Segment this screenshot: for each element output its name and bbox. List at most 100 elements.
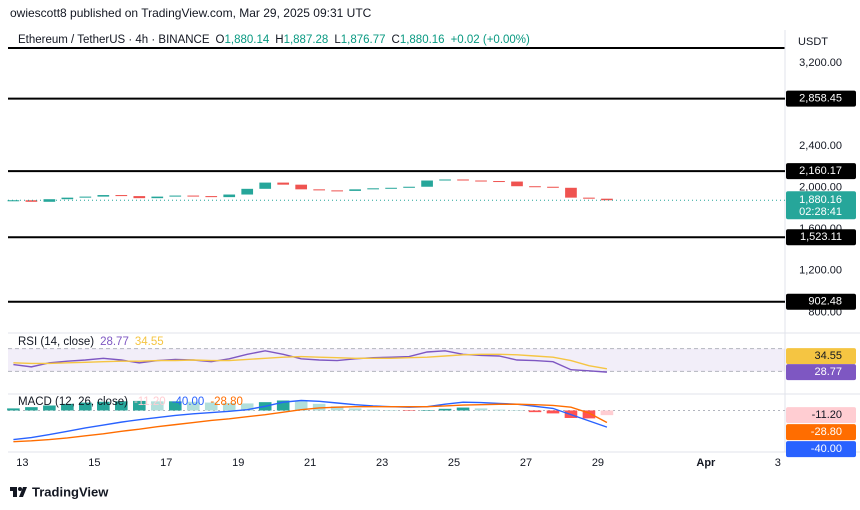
- indicator-title: RSI (14, close): [18, 336, 95, 348]
- candle: [511, 181, 523, 187]
- histogram-bar: [510, 410, 524, 411]
- histogram-bar: [582, 410, 596, 419]
- y-tick-label: 2,000.00: [799, 182, 842, 194]
- histogram-bar: [420, 410, 434, 411]
- ohlc-value: 1,880.14: [224, 34, 270, 46]
- histogram-bar: [79, 402, 92, 411]
- rsi-legend: RSI (14, close) 28.77 34.55: [18, 336, 170, 348]
- indicator-value-bg: [786, 441, 856, 458]
- histogram-bar: [402, 410, 416, 411]
- indicator-value-bg: [786, 407, 856, 424]
- candle: [259, 182, 272, 189]
- y-tick-label: 3,200.00: [799, 57, 842, 69]
- publisher: owiescott8 published on TradingView.com,…: [10, 6, 372, 20]
- candle: [457, 179, 469, 181]
- candle: [547, 186, 559, 188]
- level-label-bg: [786, 163, 856, 180]
- last-price-bg: [786, 191, 856, 220]
- histogram-bar: [222, 402, 236, 411]
- indicator-line: [13, 403, 608, 443]
- histogram-bar: [150, 401, 164, 411]
- x-tick-label: 17: [160, 457, 172, 469]
- x-tick-label: 27: [520, 457, 532, 469]
- symbol-title: Ethereum / TetherUS · 4h · BINANCE: [18, 34, 210, 46]
- level-label: 2,160.17: [799, 165, 842, 177]
- change: +0.02 (+0.00%): [450, 34, 530, 46]
- legend-value: -28.80: [210, 396, 243, 408]
- level-label: 2,858.45: [799, 93, 842, 105]
- level-label-bg: [786, 229, 856, 246]
- legend-value: -40.00: [171, 396, 205, 408]
- x-tick-label: 3: [775, 457, 781, 469]
- candle: [61, 197, 74, 200]
- legend-value: 34.55: [134, 336, 164, 348]
- candle: [187, 195, 200, 197]
- countdown: 02:28:41: [799, 206, 842, 218]
- ohlc-key: O: [215, 34, 225, 46]
- brand: TradingView: [32, 484, 109, 499]
- x-tick-label: 13: [16, 457, 28, 469]
- currency: USDT: [798, 36, 828, 48]
- candle: [421, 180, 433, 187]
- candle: [331, 190, 343, 192]
- candle: [565, 187, 577, 198]
- indicator-value: 28.77: [814, 366, 842, 378]
- x-tick-label: 29: [592, 457, 604, 469]
- indicator-value: 34.55: [814, 350, 842, 362]
- macd-legend: MACD (12, 26, close) -11.20 -40.00 -28.80: [18, 396, 249, 408]
- candle: [313, 189, 326, 191]
- candle: [151, 196, 164, 199]
- main-legend: Ethereum / TetherUS · 4h · BINANCE O1,880…: [18, 34, 536, 46]
- candle: [97, 195, 110, 197]
- histogram-bar: [348, 408, 362, 411]
- histogram-bar: [43, 405, 56, 411]
- candle: [385, 187, 397, 189]
- histogram-bar: [186, 401, 200, 411]
- x-tick-label: Apr: [696, 457, 716, 469]
- histogram-bar: [312, 403, 326, 411]
- histogram-bar: [528, 410, 542, 413]
- histogram-bar: [115, 401, 128, 411]
- ohlc-key: L: [334, 34, 341, 46]
- x-tick-label: 19: [232, 457, 244, 469]
- histogram-bar: [456, 407, 470, 411]
- histogram-bar: [330, 406, 344, 411]
- indicator-line: [13, 350, 607, 373]
- logo-icon: [10, 487, 27, 497]
- candle: [601, 198, 613, 201]
- histogram-bar: [384, 410, 398, 411]
- candle: [169, 195, 182, 197]
- indicator-title: MACD (12, 26, close): [18, 396, 128, 408]
- candle: [349, 189, 361, 191]
- histogram-bar: [366, 409, 380, 411]
- candle: [133, 196, 146, 199]
- y-tick-label: 2,400.00: [799, 140, 842, 152]
- legend-value: -11.20: [133, 396, 166, 408]
- histogram-bar: [240, 403, 254, 411]
- histogram-bar: [546, 410, 560, 414]
- histogram-bar: [25, 407, 38, 411]
- ohlc-key: C: [391, 34, 400, 46]
- histogram-bar: [168, 401, 182, 411]
- x-tick-label: 15: [88, 457, 100, 469]
- candle: [475, 180, 487, 182]
- candle: [223, 194, 236, 198]
- histogram-bar: [61, 403, 74, 411]
- legend-value: 28.77: [100, 336, 129, 348]
- candle: [529, 186, 541, 188]
- level-label-bg: [786, 293, 856, 310]
- candle: [295, 184, 308, 190]
- indicator-line: [13, 353, 608, 370]
- candle: [493, 181, 505, 183]
- x-tick-label: 23: [376, 457, 388, 469]
- candle: [583, 197, 595, 199]
- candle: [403, 186, 415, 188]
- ohlc-key: H: [275, 34, 284, 46]
- indicator-value: -11.20: [812, 409, 842, 421]
- candle: [241, 188, 254, 195]
- candle: [7, 200, 20, 202]
- x-tick-label: 21: [304, 457, 316, 469]
- ohlc-value: 1,876.77: [340, 34, 386, 46]
- indicator-value-bg: [786, 348, 856, 365]
